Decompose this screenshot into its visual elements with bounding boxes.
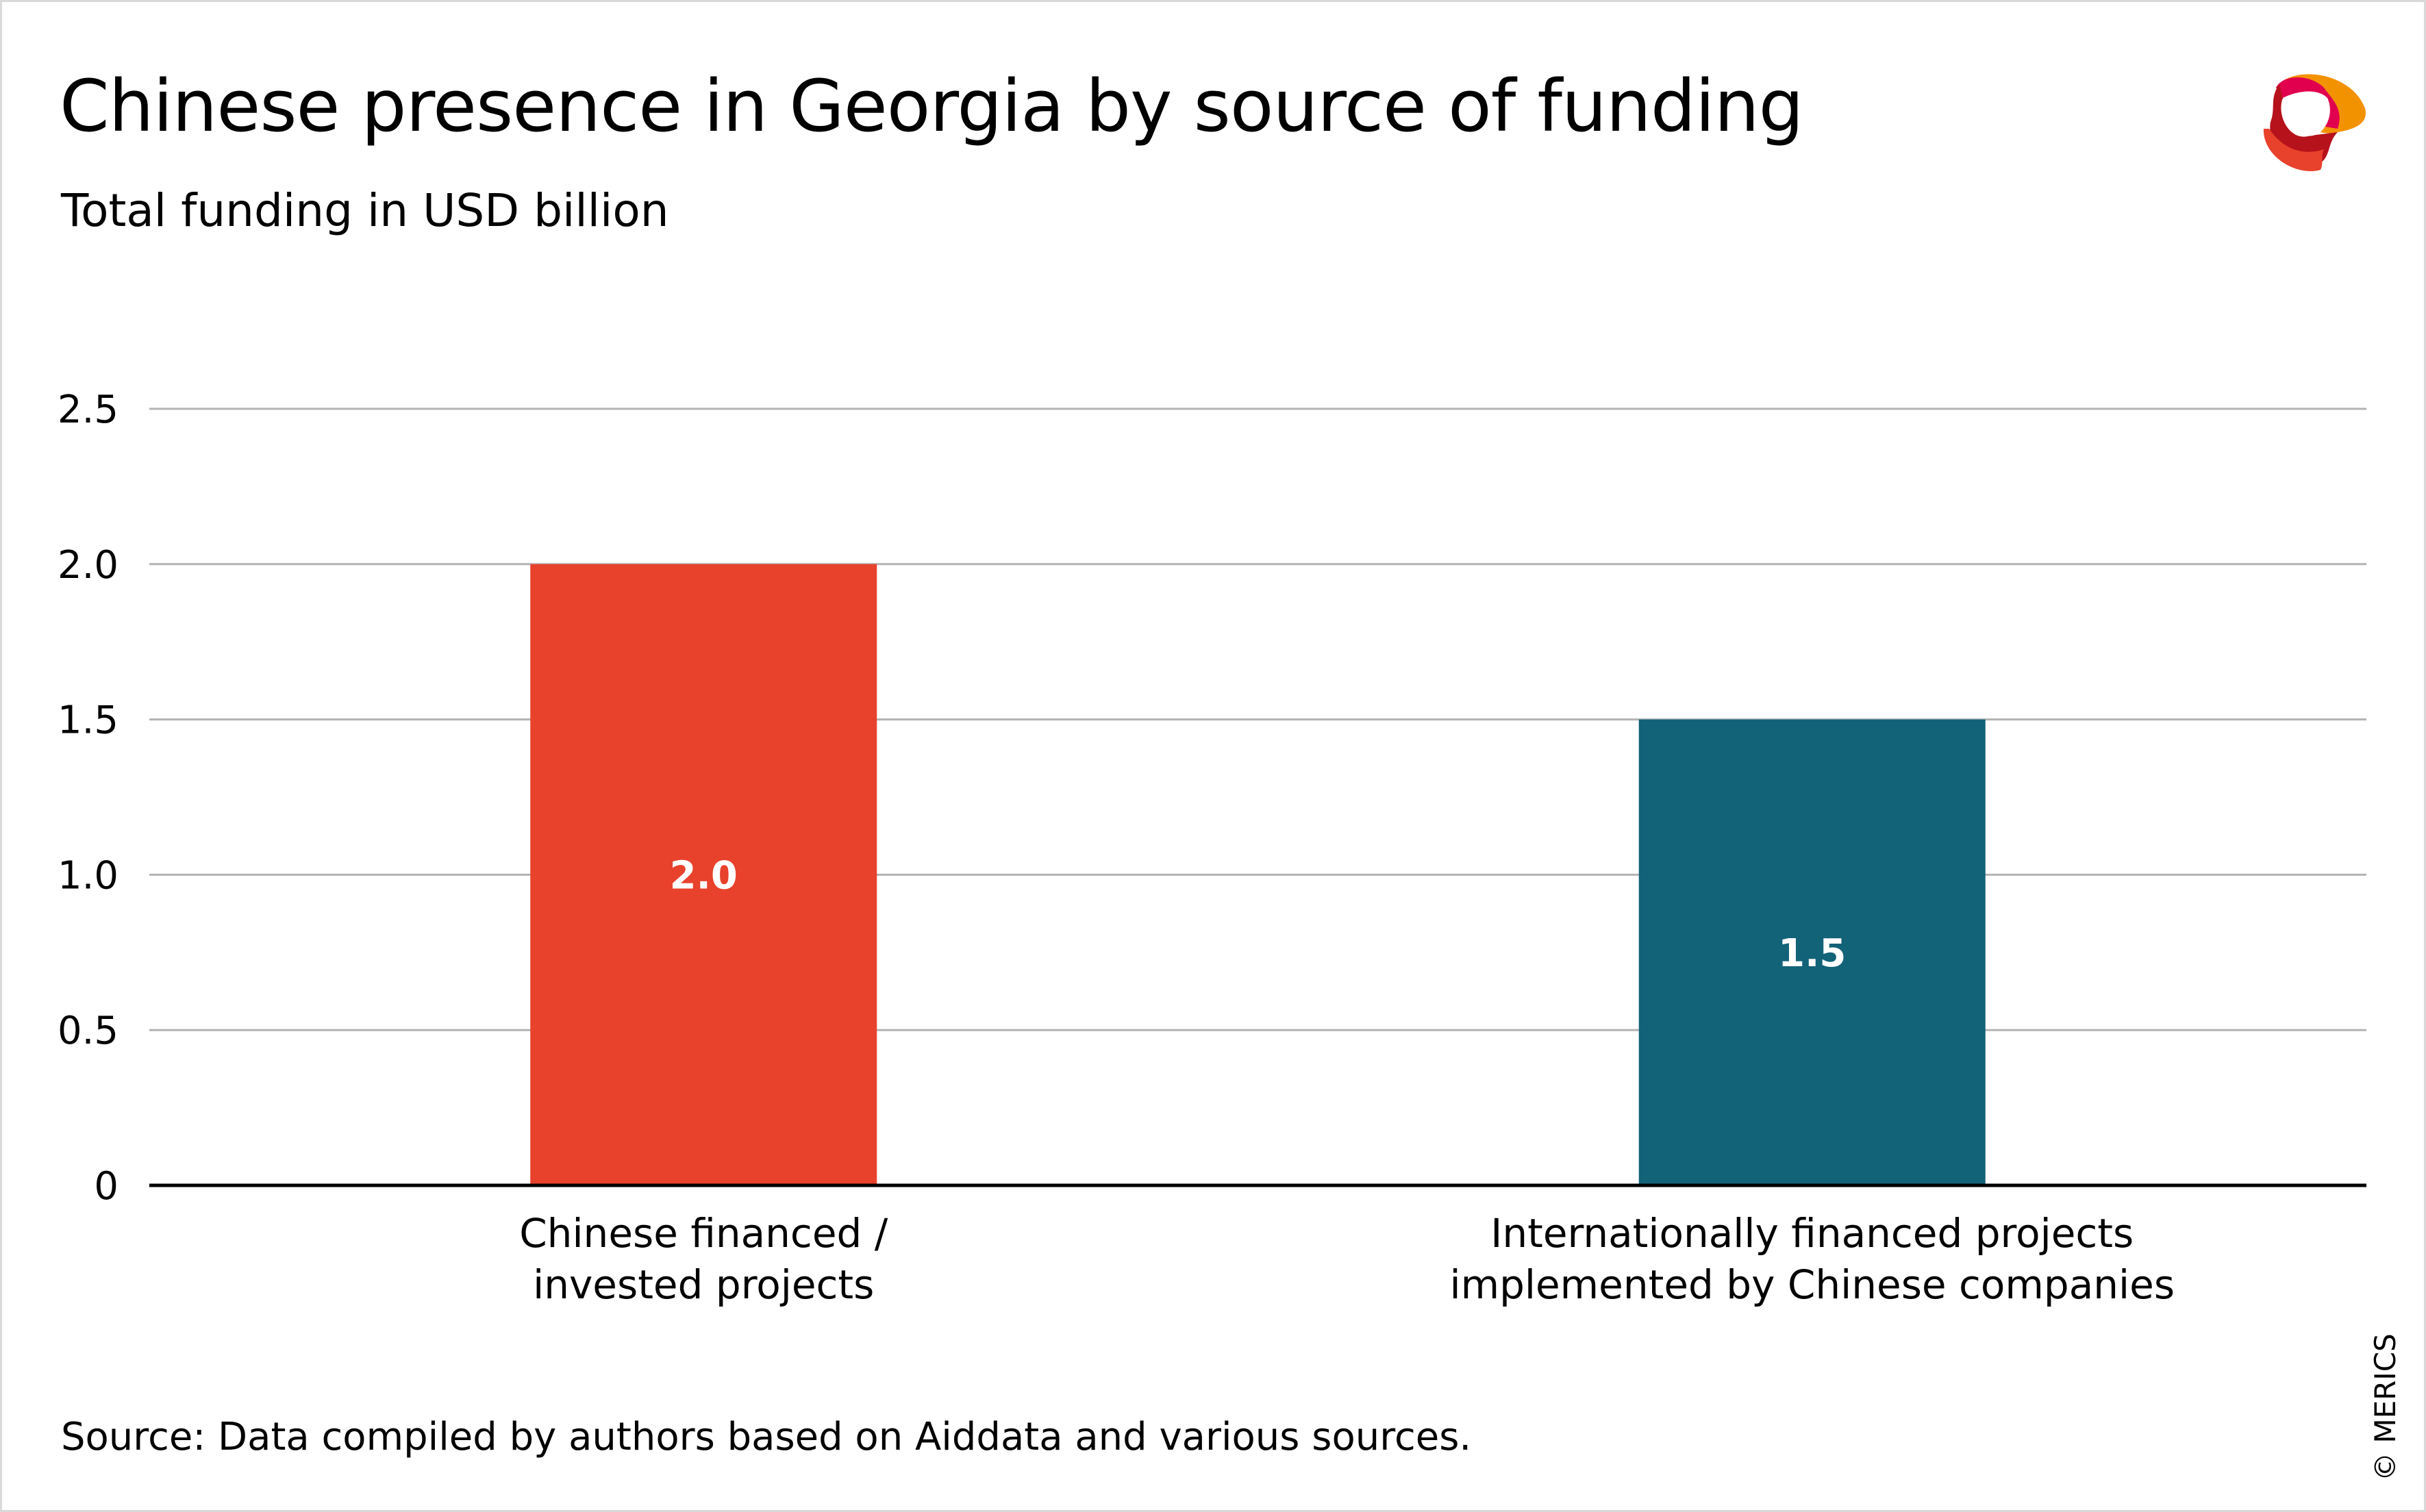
x-category-label: invested projects [533, 1261, 874, 1308]
y-tick-label: 2.5 [58, 388, 118, 432]
bar-value-label: 1.5 [1778, 931, 1846, 976]
x-category-label: implemented by Chinese companies [1449, 1261, 2175, 1308]
chart-title: Chinese presence in Georgia by source of… [60, 64, 1804, 148]
bar-value-label: 2.0 [670, 853, 738, 898]
chart-subtitle: Total funding in USD billion [61, 184, 669, 237]
x-category-label: Internationally financed projects [1490, 1210, 2134, 1257]
y-tick-label: 0.5 [58, 1009, 118, 1053]
y-tick-label: 0 [94, 1164, 118, 1209]
y-tick-label: 2.0 [58, 543, 118, 588]
y-tick-label: 1.0 [58, 853, 118, 898]
bar [1638, 719, 1986, 1185]
copyright-note: © MERICS [2368, 1333, 2402, 1481]
y-tick-label: 1.5 [58, 698, 118, 743]
x-category-label: Chinese financed / [519, 1210, 888, 1257]
merics-logo-icon [2263, 74, 2366, 171]
source-note: Source: Data compiled by authors based o… [61, 1415, 1472, 1459]
bar [530, 564, 877, 1185]
